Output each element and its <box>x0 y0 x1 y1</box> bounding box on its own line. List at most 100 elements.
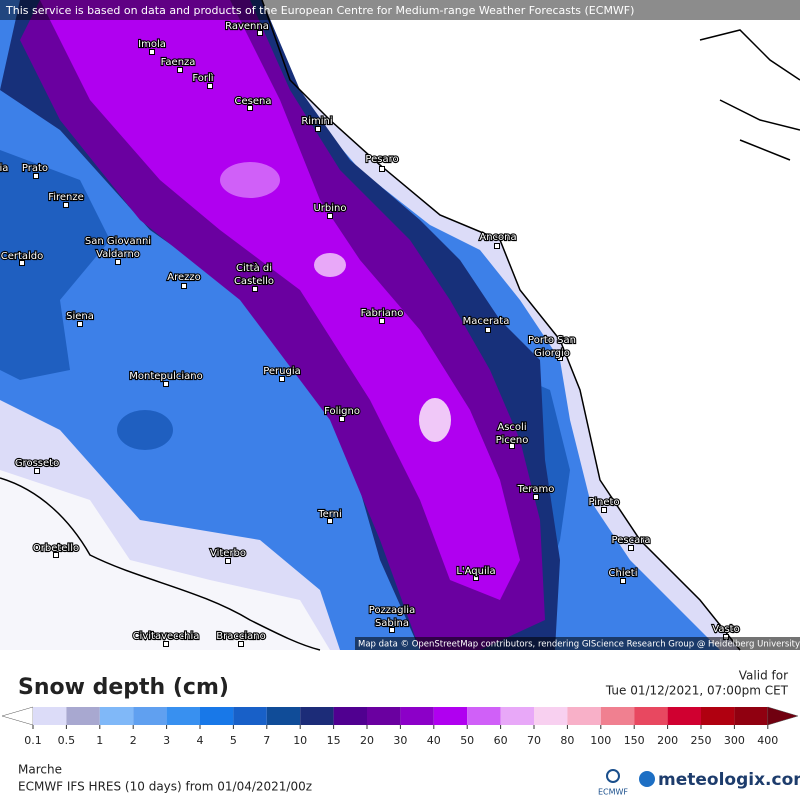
colorbar-label: 2 <box>130 734 137 747</box>
colorbar-label: 300 <box>724 734 745 747</box>
colorbar-swatch <box>500 707 534 725</box>
city-label: Siena <box>66 311 94 322</box>
city-dot <box>485 327 491 333</box>
city-dot <box>63 202 69 208</box>
city-label: Ancona <box>479 232 516 243</box>
city-label: Valdarno <box>96 249 140 260</box>
city-dot <box>163 641 169 647</box>
colorbar-label: 30 <box>393 734 407 747</box>
city-dot <box>34 468 40 474</box>
ecmwf-logo <box>606 769 620 783</box>
snow-blue-patch <box>117 410 173 450</box>
city-label: Rimini <box>301 116 332 127</box>
city-dot <box>77 321 83 327</box>
valid-time: Tue 01/12/2021, 07:00pm CET <box>605 684 789 698</box>
city-dot <box>163 381 169 387</box>
colorbar-swatch <box>567 707 601 725</box>
city-label: Pistoia <box>0 163 8 174</box>
city-dot <box>149 49 155 55</box>
city-label: Orbetello <box>33 543 79 554</box>
colorbar-swatch <box>300 707 334 725</box>
city-label: Foligno <box>324 406 360 417</box>
city-dot <box>509 443 515 449</box>
city-dot <box>379 318 385 324</box>
brand: meteologix.com <box>658 770 800 790</box>
city-label: Teramo <box>517 484 555 495</box>
colorbar-label: 4 <box>197 734 204 747</box>
city-label: Forlì <box>192 72 213 84</box>
city-dot <box>533 494 539 500</box>
snow-magenta <box>40 0 520 600</box>
attribution-bar <box>355 637 800 650</box>
colorbar-swatch <box>66 707 100 725</box>
city-dot <box>181 283 187 289</box>
snow-pink <box>419 398 451 442</box>
croatia-coast <box>699 29 800 161</box>
city-dot <box>33 173 39 179</box>
city-label: Montepulciano <box>129 371 202 382</box>
coastline <box>261 0 741 651</box>
city-label: Giorgio <box>534 348 570 359</box>
colorbar-label: 100 <box>590 734 611 747</box>
city-label: Prato <box>22 163 48 174</box>
city-dot <box>252 286 258 292</box>
city-label: Pozzaglia <box>369 605 415 616</box>
city-label: Pineto <box>588 497 619 508</box>
city-label: San Giovanni <box>85 236 151 247</box>
land-white <box>0 470 330 650</box>
city-label: Firenze <box>48 192 84 203</box>
city-label: Bracciano <box>216 631 265 642</box>
colorbar-swatch <box>667 707 701 725</box>
city-label: Pesaro <box>365 154 398 165</box>
colorbar-label: 50 <box>460 734 474 747</box>
city-labels: Ravenna Imola Faenza Forlì Cesena Rimini Pesar… <box>0 20 741 647</box>
snow-pink <box>314 253 346 277</box>
city-dot <box>53 552 59 558</box>
city-label: Macerata <box>463 316 510 327</box>
colorbar-swatch <box>367 707 401 725</box>
city-label: Certaldo <box>1 251 44 262</box>
city-dot <box>379 166 385 172</box>
city-label: Porto San <box>528 335 576 346</box>
colorbar-label: 1 <box>96 734 103 747</box>
city-dot <box>315 126 321 132</box>
city-label: L'Aquila <box>456 566 495 577</box>
city-dot <box>19 260 25 266</box>
colorbar-swatch <box>634 707 668 725</box>
city-dot <box>601 507 607 513</box>
city-dot <box>473 575 479 581</box>
colorbar-swatch <box>33 707 67 725</box>
city-dot <box>177 67 183 73</box>
city-label: Vasto <box>712 624 739 635</box>
city-dot <box>327 213 333 219</box>
colorbar-swatch <box>433 707 468 725</box>
city-dot <box>257 30 263 36</box>
snow-pink <box>220 162 280 198</box>
city-dot <box>247 105 253 111</box>
city-dot <box>238 641 244 647</box>
colorbar-label: 80 <box>560 734 574 747</box>
city-label: Ascoli <box>497 422 526 433</box>
colorbar-label: 150 <box>624 734 645 747</box>
colorbar-swatch <box>166 707 200 725</box>
coast-west <box>0 477 321 651</box>
city-dot <box>207 83 213 89</box>
colorbar-label: 10 <box>293 734 307 747</box>
colorbar-label: 20 <box>360 734 374 747</box>
city-dot <box>279 376 285 382</box>
city-dot <box>620 578 626 584</box>
colorbar-label: 400 <box>757 734 778 747</box>
colorbar-label: 0.5 <box>58 734 76 747</box>
colorbar-arrow <box>1 706 34 726</box>
legend-title: Snow depth (cm) <box>18 675 229 700</box>
colorbar-swatch <box>200 707 234 725</box>
city-label: Castello <box>234 276 274 287</box>
colorbar-swatch <box>734 707 768 725</box>
city-label: Arezzo <box>167 272 201 283</box>
colorbar-label: 40 <box>427 734 441 747</box>
city-dot <box>327 518 333 524</box>
city-dot <box>225 558 231 564</box>
header-notice: This service is based on data and produc… <box>5 4 634 17</box>
